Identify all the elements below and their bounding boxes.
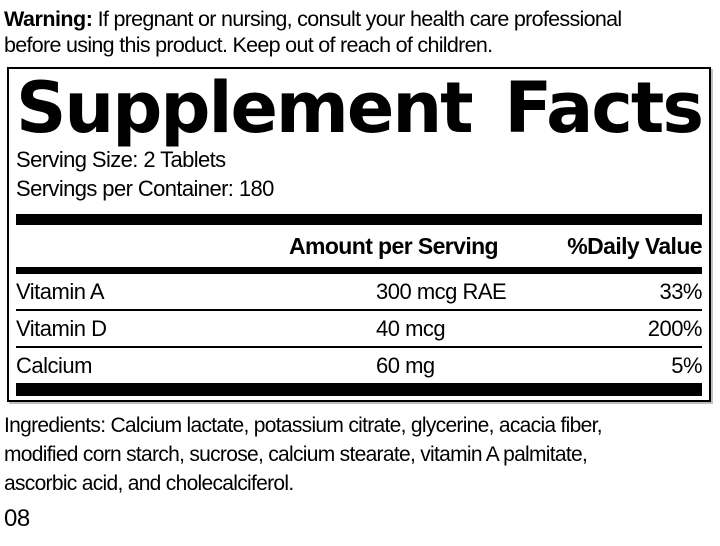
nutrient-daily-value: 33% xyxy=(659,278,702,304)
column-header-daily-value: %Daily Value xyxy=(567,233,702,259)
panel-title: Supplement Facts xyxy=(16,67,704,149)
nutrient-amount: 300 mcg RAE xyxy=(376,278,507,304)
table-row-vitamin-a: Vitamin A 300 mcg RAE 33% xyxy=(16,274,702,309)
warning-label: Warning: xyxy=(4,7,93,31)
label-code: 08 xyxy=(4,505,30,532)
nutrient-daily-value: 5% xyxy=(671,352,702,378)
table-row-vitamin-d: Vitamin D 40 mcg 200% xyxy=(16,311,703,346)
servings-per-container: Servings per Container: 180 xyxy=(16,176,274,201)
row-divider xyxy=(16,346,702,348)
ingredients-line-3: ascorbic acid, and cholecalciferol. xyxy=(4,472,294,495)
table-header-row: Amount per Serving %Daily Value xyxy=(16,225,703,267)
ingredients-text: Ingredients: Calcium lactate, potassium … xyxy=(4,411,716,498)
row-divider xyxy=(16,309,702,311)
ingredients-line-1: Ingredients: Calcium lactate, potassium … xyxy=(4,414,603,437)
table-row-calcium: Calcium 60 mg 5% xyxy=(16,348,702,383)
nutrient-daily-value: 200% xyxy=(647,315,703,341)
panel-title-word-1: Supplement xyxy=(16,67,474,149)
separator-bar-bottom xyxy=(16,383,702,396)
separator-bar-header xyxy=(16,267,702,274)
panel-title-word-2: Facts xyxy=(504,67,704,149)
warning-text: Warning: If pregnant or nursing, consult… xyxy=(4,6,716,58)
warning-line-1: Warning: If pregnant or nursing, consult… xyxy=(4,6,716,32)
nutrient-name: Vitamin A xyxy=(16,278,105,304)
supplement-facts-panel: Supplement Facts Serving Size: 2 Tablets… xyxy=(7,67,711,402)
serving-size: Serving Size: 2 Tablets xyxy=(16,147,226,172)
column-header-amount: Amount per Serving xyxy=(289,233,499,259)
nutrient-name: Calcium xyxy=(16,352,92,378)
separator-bar-top xyxy=(16,214,702,225)
nutrient-amount: 40 mcg xyxy=(376,315,446,341)
nutrient-name: Vitamin D xyxy=(16,315,107,341)
warning-line-1-text: If pregnant or nursing, consult your hea… xyxy=(92,7,623,31)
nutrient-amount: 60 mg xyxy=(376,352,435,378)
warning-line-2: before using this product. Keep out of r… xyxy=(4,33,493,57)
ingredients-line-2: modified corn starch, sucrose, calcium s… xyxy=(4,443,588,466)
